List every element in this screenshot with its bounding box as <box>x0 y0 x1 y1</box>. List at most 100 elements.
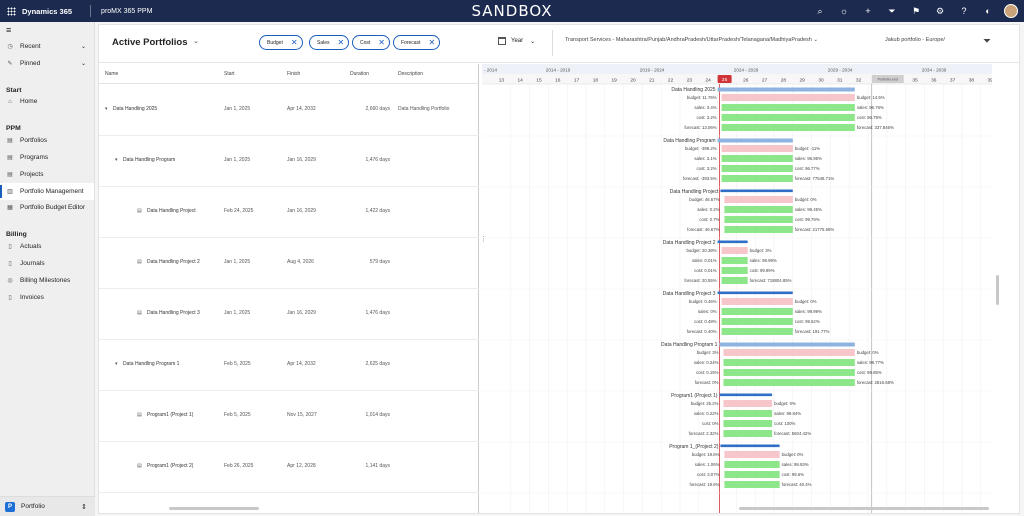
column-header-finish[interactable]: Finish <box>287 71 301 77</box>
expand-caret-icon[interactable]: ▾ <box>105 106 108 112</box>
metric-bar-sales[interactable] <box>721 155 793 162</box>
sidebar-item-home[interactable]: ⌂ Home <box>0 94 94 111</box>
sidebar-item-portfolio-management[interactable]: ▥ Portfolio Management <box>0 182 94 200</box>
gantt-bar[interactable] <box>717 240 748 244</box>
filter-chip-cost[interactable]: Cost ✕ <box>352 35 390 50</box>
row-name[interactable]: Data Handling Program 1 <box>123 361 180 367</box>
settings-gear-icon[interactable]: ⚙ <box>935 5 945 16</box>
metric-bar-cost[interactable] <box>723 369 855 376</box>
table-row[interactable]: ▤ Data Handling Project 2 Jan 1, 2025 Aug 4… <box>99 238 479 289</box>
copilot-icon[interactable]: ◐ <box>985 6 991 16</box>
help-icon[interactable]: ? <box>961 6 967 16</box>
table-row[interactable]: ▤ Data Handling Project Feb 24, 2025 Jan 16… <box>99 187 479 238</box>
close-icon[interactable]: ✕ <box>428 38 436 47</box>
row-name[interactable]: Data Handling 2025 <box>113 106 158 112</box>
user-avatar[interactable] <box>1004 4 1018 18</box>
expand-caret-icon[interactable]: ▾ <box>115 157 118 163</box>
app-name[interactable]: Dynamics 365 <box>22 6 73 16</box>
close-icon[interactable]: ✕ <box>337 38 345 47</box>
metric-bar-forecast[interactable] <box>723 430 773 437</box>
metric-bar-sales[interactable] <box>721 308 793 315</box>
gantt-bar[interactable] <box>717 138 793 143</box>
metric-bar-budget[interactable] <box>721 298 793 305</box>
table-row[interactable]: ▾ Data Handling Program Jan 1, 2025 Jan 16,… <box>99 136 479 187</box>
metric-bar-forecast[interactable] <box>721 175 793 182</box>
area-switcher[interactable]: P Portfolio ⇕ <box>0 496 95 516</box>
table-row[interactable]: ▤ Data Handling Project 3 Jan 1, 2025 Jan 1… <box>99 289 479 340</box>
metric-bar-budget[interactable] <box>721 145 793 152</box>
metric-bar-budget[interactable] <box>724 451 780 458</box>
sidebar-item-actuals[interactable]: ▯ Actuals <box>0 238 94 255</box>
metric-bar-cost[interactable] <box>724 216 793 223</box>
metric-bar-forecast[interactable] <box>721 277 748 284</box>
portfolio-filter-transport[interactable]: Transport Services - Maharashtra/Punjab/… <box>565 37 818 43</box>
metric-bar-sales[interactable] <box>723 410 773 417</box>
funnel-filter-icon[interactable]: ⏷ <box>983 36 991 47</box>
filter-chip-sales[interactable]: Sales ✕ <box>309 35 350 50</box>
sidebar-item-pinned[interactable]: ✎ Pinned ⌄ <box>0 55 94 72</box>
metric-bar-cost[interactable] <box>721 318 793 325</box>
sidebar-item-programs[interactable]: ▤ Programs <box>0 149 94 166</box>
row-name[interactable]: Program1 (Project 1) <box>147 412 194 418</box>
lightbulb-icon[interactable]: ☼ <box>839 6 849 16</box>
portfolio-filter-europe[interactable]: Jakub portfolio - Europe/ <box>885 37 945 43</box>
table-row[interactable]: ▤ Program1 (Project 2) Feb 26, 2025 Apr 12,… <box>99 442 479 493</box>
sidebar-item-portfolios[interactable]: ▤ Portfolios <box>0 132 94 149</box>
pane-splitter-handle[interactable]: ⋮ <box>480 236 487 243</box>
sidebar-item-portfolio-budget-editor[interactable]: ▦ Portfolio Budget Editor <box>0 200 94 217</box>
metric-bar-budget[interactable] <box>723 400 773 407</box>
column-header-duration[interactable]: Duration <box>350 71 369 77</box>
gantt-bar[interactable] <box>717 87 855 92</box>
metric-bar-budget[interactable] <box>723 349 855 356</box>
column-header-description[interactable]: Description <box>398 71 424 77</box>
timeline-horizontal-scrollbar[interactable] <box>739 507 989 510</box>
metric-bar-budget[interactable] <box>721 94 855 101</box>
metric-bar-sales[interactable] <box>723 359 855 366</box>
gantt-bar[interactable] <box>719 342 855 347</box>
sidebar-item-invoices[interactable]: ▯ Invoices <box>0 289 94 306</box>
table-row[interactable]: ▾ Data Handling 2025 Jan 1, 2025 Apr 14, 20… <box>99 85 479 136</box>
row-name[interactable]: Data Handling Project 3 <box>147 310 200 316</box>
metric-bar-sales[interactable] <box>721 257 748 264</box>
metric-bar-forecast[interactable] <box>721 124 855 131</box>
metric-bar-forecast[interactable] <box>723 379 855 386</box>
filter-icon[interactable]: ⏷ <box>888 5 896 16</box>
gantt-bar[interactable] <box>720 189 793 193</box>
period-selector[interactable]: Year ⌄ <box>498 37 535 45</box>
metric-bar-sales[interactable] <box>724 206 793 213</box>
metric-bar-cost[interactable] <box>721 165 793 172</box>
row-name[interactable]: Data Handling Project <box>147 208 196 214</box>
row-name[interactable]: Program1 (Project 2) <box>147 463 194 469</box>
row-name[interactable]: Data Handling Program <box>123 157 176 163</box>
horizontal-scrollbar[interactable] <box>169 507 259 510</box>
close-icon[interactable]: ✕ <box>290 38 298 47</box>
gantt-bar[interactable] <box>720 444 780 448</box>
sidebar-item-journals[interactable]: ▯ Journals <box>0 255 94 272</box>
sidebar-item-recent[interactable]: ◷ Recent ⌄ <box>0 38 94 55</box>
hamburger-menu-icon[interactable]: ≡ <box>6 25 12 35</box>
row-name[interactable]: Data Handling Project 2 <box>147 259 200 265</box>
column-header-name[interactable]: Name <box>105 71 119 77</box>
metric-bar-sales[interactable] <box>721 104 855 111</box>
metric-bar-cost[interactable] <box>721 114 855 121</box>
environment-name[interactable]: proMX 365 PPM <box>101 7 153 15</box>
metric-bar-sales[interactable] <box>724 461 780 468</box>
metric-bar-budget[interactable] <box>724 196 793 203</box>
metric-bar-forecast[interactable] <box>724 226 793 233</box>
close-icon[interactable]: ✕ <box>378 38 385 47</box>
sidebar-item-projects[interactable]: ▤ Projects <box>0 166 94 183</box>
search-icon[interactable]: ⌕ <box>817 5 823 16</box>
metric-bar-cost[interactable] <box>721 267 748 274</box>
metric-bar-cost[interactable] <box>723 420 773 427</box>
plus-icon[interactable]: + <box>865 6 871 16</box>
vertical-scrollbar[interactable] <box>996 275 999 305</box>
chevron-down-icon[interactable]: ⌄ <box>193 38 199 45</box>
page-title[interactable]: Active Portfolios <box>112 37 188 48</box>
table-row[interactable]: ▤ Program1 (Project 1) Feb 5, 2025 Nov 15, … <box>99 391 479 442</box>
filter-chip-forecast[interactable]: Forecast ✕ <box>393 35 441 50</box>
column-header-start[interactable]: Start <box>224 71 235 77</box>
metric-bar-cost[interactable] <box>724 471 780 478</box>
gantt-bar[interactable] <box>719 393 773 397</box>
metric-bar-budget[interactable] <box>721 247 748 254</box>
metric-bar-forecast[interactable] <box>724 481 780 488</box>
